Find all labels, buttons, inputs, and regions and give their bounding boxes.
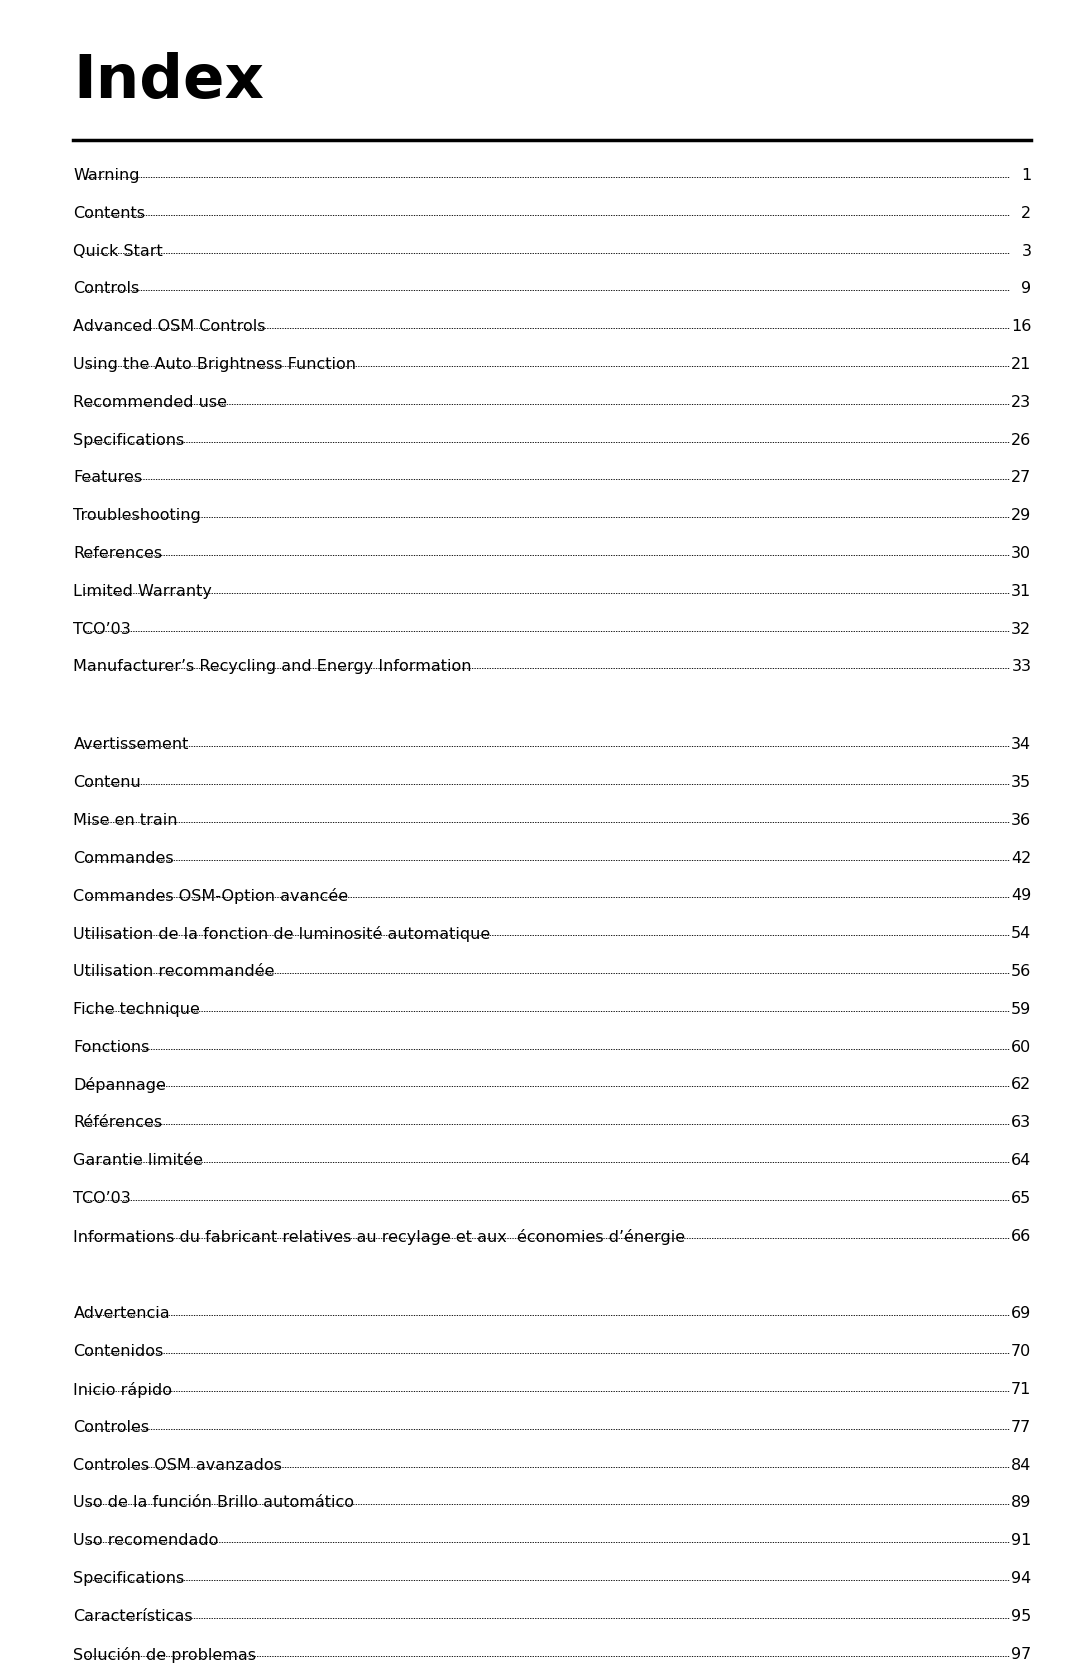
- Text: 9: 9: [1022, 282, 1031, 297]
- Text: 35: 35: [1011, 774, 1031, 789]
- Text: 56: 56: [1011, 965, 1031, 980]
- Text: Características: Características: [73, 1609, 193, 1624]
- Text: Limited Warranty: Limited Warranty: [73, 584, 213, 599]
- Text: Advertencia: Advertencia: [73, 1307, 170, 1322]
- Text: Recommended use: Recommended use: [73, 396, 228, 411]
- Text: 59: 59: [1011, 1001, 1031, 1016]
- Text: Controles: Controles: [73, 1420, 149, 1435]
- Text: 49: 49: [1011, 888, 1031, 903]
- Text: 64: 64: [1011, 1153, 1031, 1168]
- Text: 2: 2: [1022, 205, 1031, 220]
- Text: 77: 77: [1011, 1420, 1031, 1435]
- Text: Fiche technique: Fiche technique: [73, 1001, 200, 1016]
- Text: TCO’03: TCO’03: [73, 621, 131, 636]
- Text: Dépannage: Dépannage: [73, 1078, 166, 1093]
- Text: 91: 91: [1011, 1534, 1031, 1549]
- Text: 54: 54: [1011, 926, 1031, 941]
- Text: 21: 21: [1011, 357, 1031, 372]
- Text: 95: 95: [1011, 1609, 1031, 1624]
- Text: Uso de la función Brillo automático: Uso de la función Brillo automático: [73, 1495, 354, 1510]
- Text: 66: 66: [1011, 1228, 1031, 1243]
- Text: 34: 34: [1011, 738, 1031, 753]
- Text: Controles OSM avanzados: Controles OSM avanzados: [73, 1457, 282, 1472]
- Text: Commandes OSM-Option avancée: Commandes OSM-Option avancée: [73, 888, 349, 905]
- Text: 31: 31: [1011, 584, 1031, 599]
- Text: Contenu: Contenu: [73, 774, 141, 789]
- Text: Specifications: Specifications: [73, 1571, 185, 1586]
- Text: Commandes: Commandes: [73, 851, 174, 866]
- Text: Index: Index: [73, 52, 265, 112]
- Text: Contenidos: Contenidos: [73, 1344, 164, 1359]
- Text: Avertissement: Avertissement: [73, 738, 189, 753]
- Text: 70: 70: [1011, 1344, 1031, 1359]
- Text: 3: 3: [1022, 244, 1031, 259]
- Text: Mise en train: Mise en train: [73, 813, 178, 828]
- Text: 29: 29: [1011, 507, 1031, 522]
- Text: 94: 94: [1011, 1571, 1031, 1586]
- Text: 42: 42: [1011, 851, 1031, 866]
- Text: Utilisation de la fonction de luminosité automatique: Utilisation de la fonction de luminosité…: [73, 926, 490, 943]
- Text: TCO’03: TCO’03: [73, 1190, 131, 1205]
- Text: Utilisation recommandée: Utilisation recommandée: [73, 965, 275, 980]
- Text: Features: Features: [73, 471, 143, 486]
- Text: 84: 84: [1011, 1457, 1031, 1472]
- Text: Using the Auto Brightness Function: Using the Auto Brightness Function: [73, 357, 356, 372]
- Text: Solución de problemas: Solución de problemas: [73, 1647, 256, 1662]
- Text: 27: 27: [1011, 471, 1031, 486]
- Text: Manufacturer’s Recycling and Energy Information: Manufacturer’s Recycling and Energy Info…: [73, 659, 472, 674]
- Text: 33: 33: [1011, 659, 1031, 674]
- Text: Informations du fabricant relatives au recylage et aux  économies d’énergie: Informations du fabricant relatives au r…: [73, 1228, 686, 1245]
- Text: Warning: Warning: [73, 169, 140, 184]
- Text: References: References: [73, 546, 163, 561]
- Text: Advanced OSM Controls: Advanced OSM Controls: [73, 319, 266, 334]
- Text: Inicio rápido: Inicio rápido: [73, 1382, 173, 1399]
- Text: 97: 97: [1011, 1647, 1031, 1662]
- Text: 36: 36: [1011, 813, 1031, 828]
- Text: Uso recomendado: Uso recomendado: [73, 1534, 219, 1549]
- Text: Garantie limitée: Garantie limitée: [73, 1153, 203, 1168]
- Text: Quick Start: Quick Start: [73, 244, 163, 259]
- Text: Controls: Controls: [73, 282, 139, 297]
- Text: 30: 30: [1011, 546, 1031, 561]
- Text: Contents: Contents: [73, 205, 146, 220]
- Text: Références: Références: [73, 1115, 163, 1130]
- Text: 16: 16: [1011, 319, 1031, 334]
- Text: Fonctions: Fonctions: [73, 1040, 150, 1055]
- Text: Troubleshooting: Troubleshooting: [73, 507, 201, 522]
- Text: 71: 71: [1011, 1382, 1031, 1397]
- Text: 1: 1: [1022, 169, 1031, 184]
- Text: 60: 60: [1011, 1040, 1031, 1055]
- Text: 65: 65: [1011, 1190, 1031, 1205]
- Text: 69: 69: [1011, 1307, 1031, 1322]
- Text: 89: 89: [1011, 1495, 1031, 1510]
- Text: 62: 62: [1011, 1078, 1031, 1093]
- Text: 63: 63: [1011, 1115, 1031, 1130]
- Text: 26: 26: [1011, 432, 1031, 447]
- Text: Specifications: Specifications: [73, 432, 185, 447]
- Text: 32: 32: [1011, 621, 1031, 636]
- Text: 23: 23: [1011, 396, 1031, 411]
